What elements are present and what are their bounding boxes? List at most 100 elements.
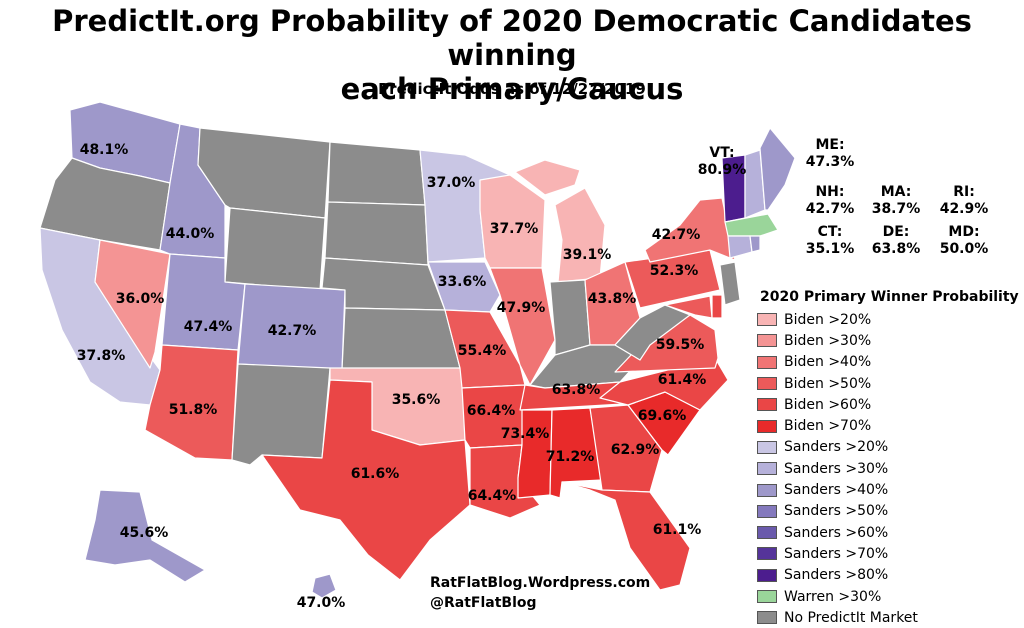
label-ms: 73.4% — [501, 426, 550, 442]
legend-swatch — [757, 398, 777, 412]
callout-nh-value: 42.7% — [805, 201, 855, 217]
callout-ct-code: CT: — [817, 224, 843, 240]
callout-ma-value: 38.7% — [871, 201, 921, 217]
credit-handle: @RatFlatBlog — [430, 595, 537, 611]
legend-item: Sanders >80% — [757, 565, 1019, 586]
label-la: 64.4% — [468, 488, 517, 504]
label-tn: 63.8% — [552, 382, 601, 398]
legend-item: Sanders >60% — [757, 522, 1019, 543]
label-oh: 43.8% — [588, 291, 637, 307]
legend-item: Biden >40% — [757, 352, 1019, 373]
callout-ri-code: RI: — [953, 184, 975, 200]
label-il: 47.9% — [497, 300, 546, 316]
label-id: 44.0% — [166, 226, 215, 242]
legend-label: Sanders >70% — [784, 545, 889, 562]
legend-label: No PredictIt Market — [784, 609, 918, 626]
label-ak: 45.6% — [120, 525, 169, 541]
legend-label: Biden >40% — [784, 354, 872, 371]
legend-label: Biden >30% — [784, 332, 872, 349]
state-sd — [324, 201, 429, 266]
callout-nh: NH: 42.7% — [800, 184, 860, 218]
legend-swatch — [757, 419, 777, 433]
legend-swatch — [757, 504, 777, 518]
legend-label: Sanders >60% — [784, 524, 889, 541]
map-title-line1: PredictIt.org Probability of 2020 Democr… — [52, 4, 972, 72]
label-nc: 61.4% — [658, 372, 707, 388]
label-ia: 33.6% — [438, 274, 487, 290]
legend-label: Biden >70% — [784, 418, 872, 435]
callout-ri: RI: 42.9% — [934, 184, 994, 218]
state-ma — [724, 213, 779, 237]
state-nj — [719, 261, 741, 306]
state-ks — [341, 307, 461, 371]
label-ar: 66.4% — [467, 403, 516, 419]
callout-vt-code: VT: — [709, 145, 735, 161]
label-fl: 61.1% — [653, 522, 702, 538]
label-hi: 47.0% — [297, 595, 346, 611]
state-nm — [231, 363, 331, 466]
label-va: 59.5% — [656, 337, 705, 353]
callout-nh-code: NH: — [815, 184, 845, 200]
label-ny: 42.7% — [652, 227, 701, 243]
state-fl — [561, 481, 691, 591]
callout-ri-value: 42.9% — [939, 201, 989, 217]
state-nv — [94, 239, 171, 369]
legend-swatch — [757, 313, 777, 327]
legend-swatch — [757, 526, 777, 540]
legend-item: Biden >20% — [757, 309, 1019, 330]
legend-label: Sanders >20% — [784, 439, 889, 456]
legend-item: No PredictIt Market — [757, 607, 1019, 628]
legend-label: Biden >20% — [784, 311, 872, 328]
legend-item: Biden >30% — [757, 330, 1019, 351]
legend-swatch — [757, 462, 777, 476]
state-hi — [311, 573, 337, 599]
label-ga: 62.9% — [611, 442, 660, 458]
legend-item: Biden >60% — [757, 394, 1019, 415]
state-az — [144, 344, 239, 461]
label-co: 42.7% — [268, 323, 317, 339]
callout-ma-code: MA: — [880, 184, 912, 200]
callout-md: MD: 50.0% — [934, 224, 994, 258]
label-wa: 48.1% — [80, 142, 129, 158]
callout-me-code: ME: — [815, 137, 845, 153]
label-mn: 37.0% — [427, 175, 476, 191]
callout-de-value: 63.8% — [871, 241, 921, 257]
label-pa: 52.3% — [650, 263, 699, 279]
label-sc: 69.6% — [638, 408, 687, 424]
callout-md-code: MD: — [948, 224, 980, 240]
label-al: 71.2% — [546, 449, 595, 465]
label-az: 51.8% — [169, 402, 218, 418]
legend-item: Sanders >20% — [757, 437, 1019, 458]
map-title: PredictIt.org Probability of 2020 Democr… — [0, 4, 1024, 106]
map-title-line2: each Primary/Caucus — [340, 72, 684, 106]
callout-de: DE: 63.8% — [866, 224, 926, 258]
legend: 2020 Primary Winner Probability Biden >2… — [757, 289, 1019, 628]
callout-de-code: DE: — [882, 224, 910, 240]
label-nv: 36.0% — [116, 291, 165, 307]
state-wy — [224, 207, 326, 291]
callout-me-value: 47.3% — [805, 154, 855, 170]
label-ca: 37.8% — [77, 348, 126, 364]
legend-item: Sanders >30% — [757, 458, 1019, 479]
state-me — [759, 127, 796, 211]
credit-site: RatFlatBlog.Wordpress.com — [430, 575, 651, 591]
legend-swatch — [757, 483, 777, 497]
label-ok: 35.6% — [392, 392, 441, 408]
legend-label: Sanders >40% — [784, 482, 889, 499]
legend-swatch — [757, 547, 777, 561]
legend-swatch — [757, 377, 777, 391]
legend-label: Biden >50% — [784, 375, 872, 392]
label-tx: 61.6% — [351, 466, 400, 482]
legend-swatch — [757, 568, 777, 582]
credit: RatFlatBlog.Wordpress.com @RatFlatBlog — [430, 573, 650, 613]
state-in — [549, 279, 591, 356]
legend-label: Sanders >50% — [784, 503, 889, 520]
legend-item: Sanders >70% — [757, 543, 1019, 564]
legend-swatch — [757, 590, 777, 603]
legend-label: Sanders >80% — [784, 567, 889, 584]
callout-vt-value: 80.9% — [697, 162, 747, 178]
label-mi: 39.1% — [563, 247, 612, 263]
state-ri — [749, 235, 761, 253]
state-tx — [261, 379, 471, 581]
legend-label: Biden >60% — [784, 396, 872, 413]
